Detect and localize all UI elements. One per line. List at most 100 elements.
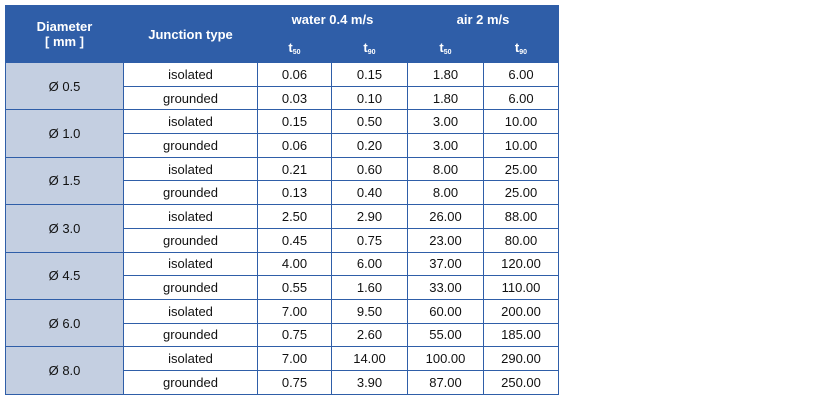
value-cell: 10.00: [483, 133, 559, 158]
junction-cell: isolated: [123, 346, 258, 371]
diameter-header: Diameter[ mm ]: [5, 5, 124, 63]
value-cell: 4.00: [257, 251, 332, 277]
value-cell: 100.00: [407, 346, 484, 371]
value-cell: 88.00: [483, 204, 559, 229]
sub-base: t: [288, 40, 293, 55]
value-cell: 87.00: [407, 369, 484, 395]
value-cell: 2.90: [331, 204, 408, 229]
junction-cell: grounded: [123, 85, 258, 111]
value-cell: 0.06: [257, 133, 332, 158]
value-cell: 0.15: [257, 109, 332, 135]
sub-index: 50: [292, 49, 301, 56]
value-cell: 6.00: [483, 62, 559, 87]
junction-cell: grounded: [123, 275, 258, 300]
value-cell: 0.45: [257, 227, 332, 253]
value-cell: 0.40: [331, 180, 408, 206]
value-cell: 0.03: [257, 85, 332, 111]
diameter-cell: Ø 8.0: [5, 346, 124, 395]
table-row: grounded 0.75 2.60 55.00 185.00: [6, 322, 559, 348]
value-cell: 185.00: [483, 322, 559, 348]
table-row: grounded 0.45 0.75 23.00 80.00: [6, 227, 559, 253]
value-cell: 0.75: [331, 227, 408, 253]
table-row: grounded 0.75 3.90 87.00 250.00: [6, 369, 559, 395]
sub-header: t50: [407, 33, 484, 63]
sub-index: 90: [367, 49, 376, 56]
group-header: water 0.4 m/s: [257, 5, 408, 34]
table-row: Ø 0.5 isolated 0.06 0.15 1.80 6.00: [5, 61, 559, 111]
junction-cell: isolated: [123, 298, 258, 324]
table-row: Ø 8.0 isolated 7.00 14.00 100.00 290.00: [5, 346, 559, 395]
diameter-cell: Ø 1.5: [5, 156, 124, 206]
value-cell: 25.00: [483, 156, 559, 182]
table-row: grounded 0.06 0.20 3.00 10.00: [6, 133, 559, 158]
sub-header: t90: [483, 33, 559, 63]
value-cell: 10.00: [483, 109, 559, 135]
table-row: grounded 0.03 0.10 1.80 6.00: [6, 85, 559, 111]
value-cell: 80.00: [483, 227, 559, 253]
value-cell: 3.00: [407, 109, 484, 135]
junction-cell: grounded: [123, 369, 258, 395]
value-cell: 14.00: [331, 346, 408, 371]
junction-cell: grounded: [123, 133, 258, 158]
value-cell: 250.00: [483, 369, 559, 395]
sub-index: 50: [443, 49, 452, 56]
value-cell: 3.90: [331, 369, 408, 395]
junction-cell: isolated: [123, 62, 258, 87]
diameter-cell: Ø 1.0: [5, 109, 124, 158]
diameter-cell: Ø 3.0: [5, 204, 124, 253]
value-cell: 26.00: [407, 204, 484, 229]
diameter-cell: Ø 4.5: [5, 251, 124, 300]
value-cell: 1.60: [331, 275, 408, 300]
value-cell: 110.00: [483, 275, 559, 300]
value-cell: 0.55: [257, 275, 332, 300]
value-cell: 1.80: [407, 62, 484, 87]
sub-header: t90: [331, 33, 408, 63]
table-row: Ø 1.5 isolated 0.21 0.60 8.00 25.00: [5, 156, 559, 206]
value-cell: 8.00: [407, 156, 484, 182]
value-cell: 8.00: [407, 180, 484, 206]
group-header: air 2 m/s: [407, 5, 559, 34]
value-cell: 2.50: [257, 204, 332, 229]
value-cell: 200.00: [483, 298, 559, 324]
value-cell: 0.06: [257, 62, 332, 87]
sub-base: t: [439, 40, 444, 55]
value-cell: 33.00: [407, 275, 484, 300]
value-cell: 3.00: [407, 133, 484, 158]
junction-cell: isolated: [123, 156, 258, 182]
value-cell: 0.15: [331, 62, 408, 87]
table-row: Ø 6.0 isolated 7.00 9.50 60.00 200.00: [5, 298, 559, 348]
value-cell: 2.60: [331, 322, 408, 348]
table-row: Ø 3.0 isolated 2.50 2.90 26.00 88.00: [5, 204, 559, 253]
junction-cell: grounded: [123, 180, 258, 206]
value-cell: 0.50: [331, 109, 408, 135]
value-cell: 37.00: [407, 251, 484, 277]
diameter-cell: Ø 0.5: [5, 61, 124, 111]
value-cell: 0.75: [257, 322, 332, 348]
value-cell: 290.00: [483, 346, 559, 371]
value-cell: 7.00: [257, 298, 332, 324]
diameter-cell: Ø 6.0: [5, 298, 124, 348]
value-cell: 23.00: [407, 227, 484, 253]
sub-base: t: [363, 40, 368, 55]
value-cell: 9.50: [331, 298, 408, 324]
sub-index: 90: [519, 49, 528, 56]
value-cell: 25.00: [483, 180, 559, 206]
table-row: Ø 4.5 isolated 4.00 6.00 37.00 120.00: [5, 251, 559, 300]
value-cell: 0.20: [331, 133, 408, 158]
header-text: [ mm ]: [45, 34, 84, 49]
junction-cell: isolated: [123, 204, 258, 229]
junction-cell: grounded: [123, 322, 258, 348]
value-cell: 0.13: [257, 180, 332, 206]
value-cell: 55.00: [407, 322, 484, 348]
value-cell: 120.00: [483, 251, 559, 277]
table-row: Ø 1.0 isolated 0.15 0.50 3.00 10.00: [5, 109, 559, 158]
value-cell: 6.00: [483, 85, 559, 111]
header-text: Diameter: [36, 19, 93, 34]
junction-cell: isolated: [123, 109, 258, 135]
value-cell: 7.00: [257, 346, 332, 371]
junction-header: Junction type: [123, 5, 258, 63]
table-row: grounded 0.13 0.40 8.00 25.00: [6, 180, 559, 206]
sub-base: t: [514, 40, 520, 55]
value-cell: 6.00: [331, 251, 408, 277]
